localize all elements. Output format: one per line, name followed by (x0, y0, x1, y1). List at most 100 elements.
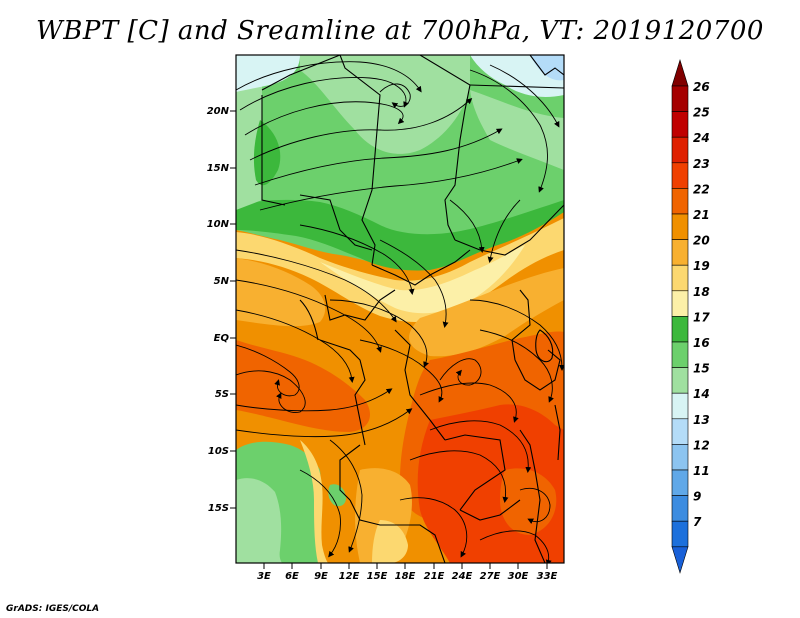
colorbar-swatch (671, 162, 689, 189)
field-orange-se-patch (500, 468, 557, 535)
colorbar-level-label: 23 (693, 157, 710, 171)
streamline (299, 469, 341, 558)
streamlines (236, 61, 564, 563)
field-green-sw-light (236, 478, 282, 563)
colorbar-level-label: 20 (693, 234, 710, 248)
colorbar-swatch (671, 136, 689, 164)
lon-tick-12e: 12E (339, 563, 360, 582)
colorbar-swatch (671, 495, 689, 522)
lat-label: 15S (208, 503, 229, 514)
streamline (236, 370, 306, 413)
lon-label: 3E (257, 571, 271, 582)
colorbar-swatch (671, 188, 689, 215)
lat-axis: 20N 15N 10N 5N EQ 5S 10S 15S (207, 106, 236, 514)
lon-label: 30E (508, 571, 529, 582)
border-line (319, 339, 366, 446)
colorbar-level-label: 14 (693, 387, 710, 401)
streamline (487, 199, 521, 263)
field-light-orange-center (409, 268, 564, 357)
country-borders (261, 55, 564, 563)
chart-title: WBPT [C] and Sreamline at 700hPa, VT: 20… (36, 16, 764, 46)
border-line (371, 249, 471, 286)
field-green-dark-band (236, 199, 564, 271)
colorbar-level-label: 22 (693, 182, 710, 196)
lon-tick-15e: 15E (367, 563, 388, 582)
streamline (419, 382, 519, 423)
colorbar-swatch (671, 85, 689, 112)
colorbar-level-label: 7 (693, 515, 702, 529)
border-line (554, 404, 561, 461)
lon-tick-9e: 9E (314, 563, 328, 582)
lon-label: 24E (452, 571, 473, 582)
lon-label: 18E (395, 571, 416, 582)
colorbar-top-arrow (671, 58, 689, 87)
lon-tick-3e: 3E (257, 563, 271, 582)
streamline (236, 279, 382, 353)
map-frame (235, 54, 565, 564)
colorbar: 26 25 24 23 22 21 20 19 18 17 16 15 14 13 12 11 9 7 (671, 58, 710, 574)
border-line (459, 499, 521, 521)
streamline (479, 329, 554, 403)
streamline (409, 450, 509, 503)
lon-tick-21e: 21E (424, 563, 445, 582)
field-green-sw-spot (328, 484, 346, 507)
lon-axis: 3E 6E 9E 12E 15E 18E 21E 24E 27E 30E 33E (257, 563, 558, 582)
colorbar-swatch (671, 469, 689, 496)
border-line (469, 84, 564, 89)
colorbar-level-label: 21 (693, 208, 710, 222)
border-line (324, 289, 396, 321)
lon-tick-27e: 27E (480, 563, 501, 582)
field-pale-yellow-band (320, 245, 525, 314)
lon-label: 33E (537, 571, 558, 582)
colorbar-level-label: 11 (693, 464, 710, 478)
lon-tick-30e: 30E (508, 563, 529, 582)
streamline (429, 420, 532, 473)
colorbar-level-label: 15 (693, 362, 710, 376)
grads-credit: GrADS: IGES/COLA (6, 604, 100, 614)
streamline (236, 408, 413, 438)
streamline (259, 158, 523, 211)
streamline (519, 487, 551, 525)
colorbar-swatch (671, 392, 689, 420)
lon-label: 27E (480, 571, 501, 582)
colorbar-swatch (671, 111, 689, 138)
colorbar-level-label: 16 (693, 336, 710, 350)
colorbar-level-label: 25 (693, 106, 710, 120)
field-green-west-box (236, 80, 262, 210)
border-line (419, 55, 471, 241)
field-coastal-strip (300, 440, 328, 563)
streamline (469, 299, 564, 371)
colorbar-swatch (671, 316, 689, 343)
colorbar-swatch (671, 213, 689, 240)
border-line (529, 55, 564, 76)
lat-label: 15N (207, 163, 230, 174)
streamline (329, 299, 429, 368)
lon-label: 9E (314, 571, 328, 582)
lat-tick-10n: 10N (207, 219, 236, 230)
border-line (514, 349, 561, 391)
border-line (511, 289, 531, 361)
colorbar-swatch (671, 290, 689, 317)
colorbar-swatch (671, 341, 689, 368)
lon-tick-6e: 6E (285, 563, 299, 582)
colorbar-level-label: 13 (693, 413, 710, 427)
streamline (236, 61, 422, 93)
lon-label: 6E (285, 571, 299, 582)
colorbar-level-label: 18 (693, 285, 710, 299)
colorbar-swatch (671, 520, 689, 548)
lat-label: 5N (214, 276, 230, 287)
border-line (339, 55, 381, 266)
border-line (519, 429, 546, 563)
border-line (535, 329, 554, 363)
lat-tick-5n: 5N (214, 276, 236, 287)
lat-label: 5S (215, 389, 229, 400)
streamline (254, 128, 503, 186)
lon-tick-18e: 18E (395, 563, 416, 582)
streamline (244, 101, 405, 136)
streamline (236, 388, 393, 412)
border-line (454, 204, 564, 256)
streamline (399, 497, 468, 558)
colorbar-swatch (671, 418, 689, 445)
border-line (261, 95, 286, 206)
streamline (239, 77, 409, 111)
